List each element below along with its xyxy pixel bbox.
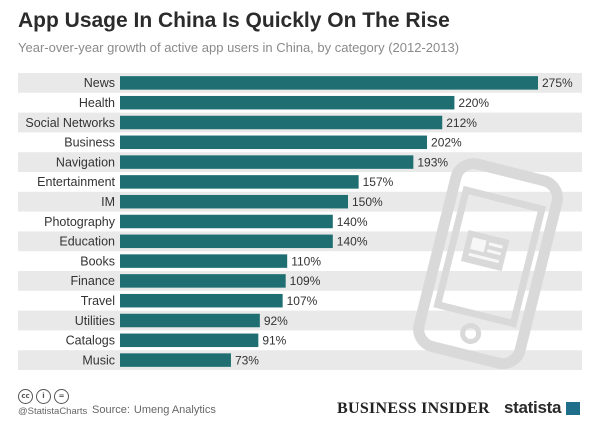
bar-education (120, 234, 333, 249)
category-label-music: Music (82, 353, 115, 367)
category-label-utilities: Utilities (75, 314, 115, 328)
category-label-business: Business (64, 136, 115, 150)
nd-icon: = (54, 389, 69, 404)
bar-travel (120, 293, 283, 308)
category-labels: News Health Social Networks Business Navigat… (25, 76, 115, 367)
smartphone-news-icon (413, 158, 563, 370)
value-label-photography: 140% (337, 215, 368, 229)
bar-catalogs (120, 333, 259, 348)
bar-utilities (120, 313, 260, 328)
category-label-navigation: Navigation (56, 155, 115, 169)
value-label-news: 275% (542, 76, 573, 90)
category-label-education: Education (59, 235, 115, 249)
category-label-finance: Finance (71, 274, 116, 288)
source-name: Umeng Analytics (133, 404, 216, 416)
cc-icon: cc (18, 389, 33, 404)
bar-finance (120, 274, 286, 288)
license-icons: cc i = (18, 389, 69, 404)
category-label-social-networks: Social Networks (25, 116, 115, 130)
source-note: Source: Umeng Analytics (92, 404, 216, 416)
value-labels: 275% 220% 212% 202% 193% 157% 150% 140% 140% 110%… (235, 76, 573, 367)
statista-handle: @StatistaCharts (18, 406, 88, 417)
bar-chart: News Health Social Networks Business Navigat… (18, 73, 582, 370)
category-label-catalogs: Catalogs (66, 334, 115, 348)
value-label-im: 150% (352, 195, 383, 209)
category-label-health: Health (79, 96, 115, 110)
value-label-utilities: 92% (264, 314, 288, 328)
bar-news (120, 76, 538, 90)
bar-music (120, 353, 231, 367)
statista-logo: statista (504, 398, 562, 417)
bar-entertainment (120, 175, 359, 189)
value-label-catalogs: 91% (262, 334, 286, 348)
bar-business (120, 135, 428, 150)
category-label-photography: Photography (44, 215, 116, 229)
category-label-books: Books (80, 254, 115, 268)
business-insider-logo: BUSINESS INSIDER (337, 400, 490, 417)
bar-photography (120, 214, 333, 229)
bar-navigation (120, 155, 414, 169)
by-icon: i (36, 389, 51, 404)
category-label-news: News (84, 76, 115, 90)
source-label: Source: (92, 404, 130, 416)
bar-books (120, 254, 288, 268)
value-label-finance: 109% (290, 274, 321, 288)
bars (120, 76, 538, 367)
category-label-im: IM (101, 195, 115, 209)
statista-mark-icon (566, 402, 580, 415)
chart-title: App Usage In China Is Quickly On The Ris… (18, 9, 450, 32)
chart-subtitle: Year-over-year growth of active app user… (18, 40, 460, 55)
footer (0, 380, 600, 428)
category-label-travel: Travel (81, 294, 115, 308)
category-label-entertainment: Entertainment (37, 175, 115, 189)
value-label-education: 140% (337, 235, 368, 249)
value-label-business: 202% (431, 136, 462, 150)
value-label-books: 110% (291, 254, 321, 268)
bar-social-networks (120, 115, 443, 130)
value-label-music: 73% (235, 353, 259, 367)
value-label-navigation: 193% (417, 155, 448, 169)
value-label-health: 220% (458, 96, 489, 110)
bar-im (120, 194, 348, 209)
value-label-travel: 107% (287, 294, 318, 308)
bar-health (120, 95, 455, 110)
value-label-social-networks: 212% (446, 116, 477, 130)
value-label-entertainment: 157% (363, 175, 394, 189)
